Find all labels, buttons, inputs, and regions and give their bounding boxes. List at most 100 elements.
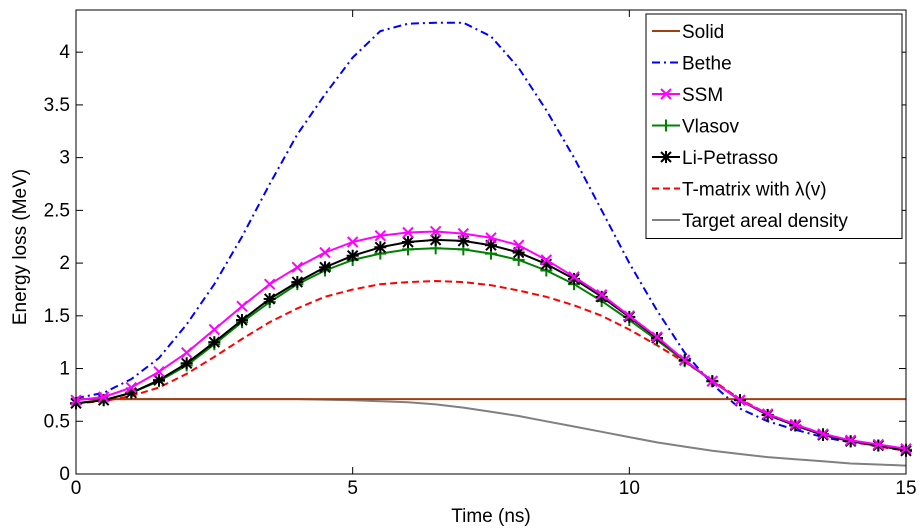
series-bethe-line: [75, 21, 907, 450]
series-li-petrasso-marker: [429, 233, 442, 246]
legend-item-target-areal-density-label: Target areal density: [682, 211, 848, 232]
legend-item-li-petrasso-marker: [660, 151, 672, 163]
series-ssm-marker-stroke: [429, 225, 442, 238]
series-ssm-marker: [125, 381, 138, 394]
y-tick-label: 2.5: [44, 200, 70, 221]
series-ssm-marker-stroke: [97, 391, 110, 403]
series-ssm-marker: [568, 271, 580, 283]
y-tick-label: 1.5: [44, 306, 70, 327]
y-tick-label: 1: [59, 359, 70, 380]
series-ssm-marker-stroke: [872, 438, 885, 451]
series-li-petrasso-marker: [568, 272, 580, 285]
series-ssm-marker: [678, 354, 691, 366]
y-tick-label: 2: [59, 253, 70, 274]
series-ssm-marker: [761, 408, 774, 420]
series-ssm-marker: [844, 434, 857, 446]
series-li-petrasso-marker: [374, 241, 387, 254]
legend-item-t-matrix-with-v-label: T-matrix with λ(v): [682, 180, 827, 201]
legend-item-ssm-marker: [660, 88, 672, 100]
series-ssm-marker-stroke: [761, 408, 774, 420]
legend-item-vlasov-marker: [660, 119, 672, 132]
series-ssm-marker: [457, 227, 470, 240]
x-tick-label: 5: [347, 478, 358, 499]
series-ssm-marker: [319, 246, 331, 259]
legend-item-solid-label: Solid: [682, 22, 724, 43]
series-ssm-marker: [872, 438, 885, 451]
legend-item-vlasov-label: Vlasov: [682, 117, 740, 138]
series-ssm-marker: [734, 394, 746, 406]
series-ssm-marker-stroke: [789, 418, 802, 431]
series-ssm-marker-stroke: [125, 381, 138, 394]
series-ssm-marker: [291, 261, 304, 274]
series-ssm-marker-stroke: [540, 254, 553, 266]
series-ssm-marker: [512, 239, 525, 251]
series-ssm-marker-stroke: [706, 375, 719, 387]
series-ssm-marker-stroke: [817, 428, 829, 440]
series-li-petrasso-marker: [236, 314, 248, 327]
y-tick-label: 0.5: [44, 411, 70, 432]
legend-item-ssm-marker-stroke: [660, 88, 672, 100]
series-ssm-marker: [208, 323, 221, 336]
series-ssm-marker-stroke: [734, 394, 746, 406]
series-ssm-marker-stroke: [651, 331, 663, 343]
series-ssm-marker: [374, 229, 387, 242]
x-tick-label: 0: [71, 478, 82, 499]
series-ssm-marker: [817, 428, 829, 440]
x-tick-label: 15: [895, 478, 916, 499]
legend-item-bethe-label: Bethe: [682, 54, 732, 75]
series-li-petrasso-marker: [291, 276, 304, 289]
series-ssm-marker-stroke: [263, 278, 276, 290]
y-tick-label: 0: [59, 464, 70, 485]
series-ssm-marker: [595, 289, 608, 301]
y-tick-label: 4: [59, 42, 70, 63]
series-ssm-marker-stroke: [402, 226, 414, 239]
series-li-petrasso-marker: [180, 357, 193, 370]
series-li-petrasso-marker: [208, 336, 221, 349]
series-ssm-marker: [706, 375, 719, 387]
series-li-petrasso-marker: [263, 292, 276, 305]
axes: 0 5 10 15 0 0.5 1 1.5 2 2.5 3 3.5 4: [44, 9, 917, 499]
series-ssm-marker-stroke: [595, 289, 608, 301]
series-ssm-marker-stroke: [346, 236, 359, 248]
series-ssm-marker-stroke: [180, 347, 193, 359]
series-ssm-marker-stroke: [844, 434, 857, 446]
y-tick-label: 3: [59, 148, 70, 169]
series-ssm-marker-stroke: [208, 323, 221, 336]
series-ssm-marker: [429, 225, 442, 238]
series-ssm-marker: [346, 236, 359, 248]
series-ssm-marker-stroke: [457, 227, 470, 240]
x-tick-label: 10: [619, 478, 640, 499]
legend: Solid Bethe SSM Vlasov Li-Petrasso T-matrix w…: [645, 13, 903, 239]
series-ssm-marker: [180, 347, 193, 359]
series-ssm-marker-stroke: [485, 232, 497, 244]
series-ssm-marker-stroke: [678, 354, 691, 366]
series-ssm-marker: [97, 391, 110, 403]
series-li-petrasso-marker: [153, 374, 165, 387]
series-ssm-marker-stroke: [623, 310, 636, 322]
series-ssm-marker-stroke: [374, 229, 387, 242]
series-ssm-marker: [651, 331, 663, 343]
plot-area: [70, 21, 912, 467]
legend-item-ssm-label: SSM: [682, 85, 723, 106]
series-ssm-marker: [623, 310, 636, 322]
axes-box: [75, 9, 907, 475]
legend-box: [645, 13, 903, 239]
series-ssm-marker-stroke: [568, 271, 580, 283]
y-tick-label: 3.5: [44, 95, 70, 116]
series-ssm-marker: [540, 254, 553, 266]
series-ssm-marker: [263, 278, 276, 290]
series-li-petrasso-marker: [346, 249, 359, 262]
series-ssm-marker: [153, 366, 165, 378]
legend-item-li-petrasso-label: Li-Petrasso: [682, 148, 778, 169]
series-ssm-marker-stroke: [153, 366, 165, 378]
series-ssm-marker: [402, 226, 414, 239]
series-ssm-marker: [789, 418, 802, 431]
series-ssm-marker-stroke: [291, 261, 304, 274]
x-axis-label: Time (ns): [451, 506, 531, 527]
series-ssm-marker-stroke: [236, 300, 248, 313]
series-li-petrasso-marker: [402, 236, 414, 248]
y-axis-label: Energy loss (MeV): [10, 169, 31, 325]
series-li-petrasso-marker: [319, 261, 331, 274]
series-ssm-marker-stroke: [512, 239, 525, 251]
